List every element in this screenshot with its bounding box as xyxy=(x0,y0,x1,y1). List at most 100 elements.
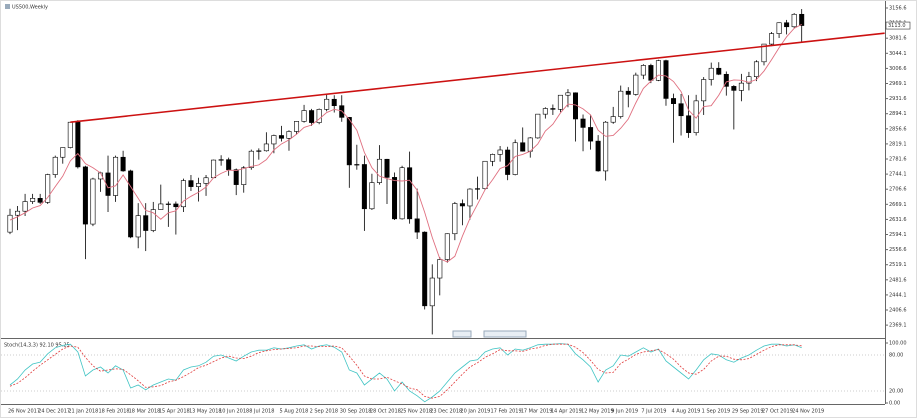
candle-body xyxy=(452,203,458,235)
candle-body xyxy=(753,61,759,77)
candle-body xyxy=(376,158,382,183)
candle-body xyxy=(52,156,58,175)
candle-body xyxy=(444,233,450,260)
x-tick-label: 12 May 2019 xyxy=(581,409,614,415)
y-tick-label: 2744.1 xyxy=(889,172,907,178)
y-tick-label: 0.00 xyxy=(889,401,900,407)
price-label: 3113.0 xyxy=(888,23,906,29)
candle-body xyxy=(565,92,571,96)
y-tick-label: 2819.1 xyxy=(889,141,907,147)
x-tick-label: 29 Sep 2019 xyxy=(732,409,764,415)
candle-body xyxy=(505,149,511,175)
candle-body xyxy=(75,121,81,168)
candle-body xyxy=(535,113,541,139)
y-tick-label: 2594.1 xyxy=(889,232,907,238)
candle-body xyxy=(203,177,209,184)
indicator-title: Stoch(14,3,3) 92.10 95.25 xyxy=(4,343,70,349)
candle-body xyxy=(784,22,790,28)
x-tick-label: 25 Nov 2018 xyxy=(400,409,432,415)
candle-body xyxy=(603,121,609,172)
candle-body xyxy=(407,167,413,220)
candle-body xyxy=(37,198,43,203)
trend-line xyxy=(70,32,885,123)
candle-body xyxy=(30,198,36,202)
candle-body xyxy=(135,215,141,238)
candle-body xyxy=(15,210,21,216)
candle-body xyxy=(369,182,375,210)
candle-body xyxy=(196,183,202,187)
candle-body xyxy=(746,76,752,84)
candle-body xyxy=(769,33,775,45)
candle-body xyxy=(580,118,586,128)
candle-body xyxy=(663,60,669,99)
candle-body xyxy=(226,159,232,171)
candle-body xyxy=(791,13,797,28)
x-tick-label: 17 Mar 2019 xyxy=(521,409,553,415)
candle-body xyxy=(165,203,171,205)
candle-body xyxy=(392,177,398,220)
candle-body xyxy=(550,108,556,110)
candle-body xyxy=(248,150,254,169)
x-tick-label: 8 Jul 2018 xyxy=(249,409,274,415)
x-tick-label: 1 Sep 2019 xyxy=(702,409,731,415)
candle-body xyxy=(474,188,480,190)
candle-body xyxy=(414,218,420,233)
x-tick-label: 10 Jun 2018 xyxy=(219,409,249,415)
x-tick-label: 9 Jun 2019 xyxy=(611,409,638,415)
candle-body xyxy=(708,67,714,80)
candle-body xyxy=(263,143,269,152)
candle-body xyxy=(693,100,699,133)
candle-body xyxy=(60,147,66,158)
candle-body xyxy=(588,127,594,142)
candle-body xyxy=(738,82,744,91)
candle-body xyxy=(671,98,677,104)
x-tick-label: 21 Jan 2018 xyxy=(68,409,98,415)
candle-body xyxy=(595,140,601,172)
candle-body xyxy=(120,156,126,172)
candle-body xyxy=(361,164,367,210)
x-tick-label: 5 Aug 2018 xyxy=(279,409,308,415)
x-tick-label: 20 Jan 2019 xyxy=(460,409,490,415)
candle-body xyxy=(648,65,654,81)
candle-body xyxy=(701,79,707,102)
y-tick-label: 2894.1 xyxy=(889,111,907,117)
x-tick-label: 4 Aug 2019 xyxy=(672,409,701,415)
y-tick-label: 2481.6 xyxy=(889,277,907,283)
candle-body xyxy=(45,174,51,203)
candle-body xyxy=(22,201,28,212)
y-tick-label: 3044.1 xyxy=(889,51,907,57)
candle-body xyxy=(655,60,661,81)
candle-body xyxy=(218,159,224,161)
toolbar-button[interactable] xyxy=(452,330,472,338)
y-tick-label: 100.00 xyxy=(889,341,907,347)
toolbar-button[interactable] xyxy=(483,330,527,338)
x-tick-label: 14 Apr 2019 xyxy=(551,409,582,415)
candle-body xyxy=(309,110,315,123)
candle-body xyxy=(557,94,563,110)
candle-body xyxy=(241,167,247,185)
y-tick-label: 3156.6 xyxy=(889,6,907,12)
candle-body xyxy=(113,156,119,196)
candle-body xyxy=(625,90,631,95)
y-tick-label: 2706.6 xyxy=(889,187,907,193)
candle-body xyxy=(776,22,782,34)
candle-body xyxy=(633,74,639,95)
candle-body xyxy=(610,116,616,123)
candle-body xyxy=(761,43,767,63)
indicator-line xyxy=(9,343,802,403)
candle-body xyxy=(354,164,360,166)
candle-body xyxy=(67,121,73,148)
candle-body xyxy=(324,98,330,110)
candle-body xyxy=(90,178,96,225)
candle-body xyxy=(520,142,526,152)
candle-body xyxy=(233,169,239,185)
candle-body xyxy=(384,158,390,178)
y-tick-label: 2856.6 xyxy=(889,126,907,132)
symbol-icon xyxy=(5,4,10,9)
candle-body xyxy=(278,135,284,139)
candle-body xyxy=(399,167,405,220)
candle-body xyxy=(723,73,729,87)
y-tick-label: 2781.6 xyxy=(889,157,907,163)
candle-body xyxy=(429,277,435,307)
